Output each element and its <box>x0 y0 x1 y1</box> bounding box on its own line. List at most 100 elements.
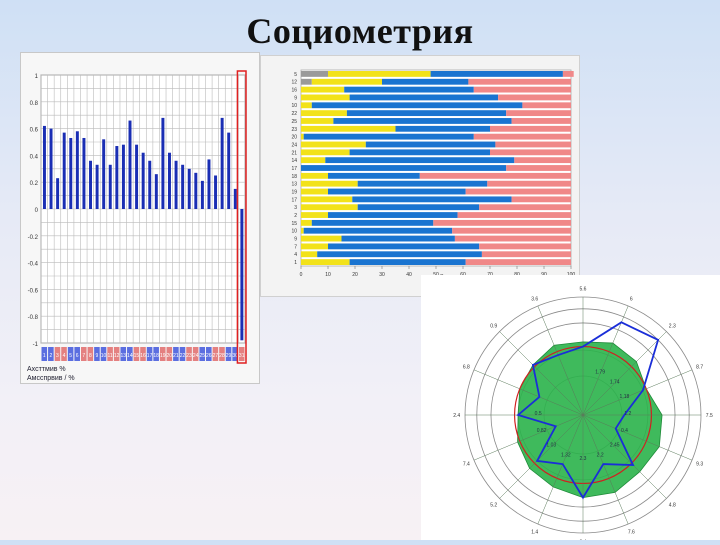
radar-blue-line <box>516 321 660 500</box>
stack-row-label: 3 <box>294 205 297 211</box>
hist-label-cell <box>179 347 186 361</box>
radar-axis-label: 2.3 <box>669 324 676 330</box>
radar-inner-label: 1.2 <box>624 411 631 417</box>
radar-inner-label: 2.45 <box>610 443 620 449</box>
stack-segment <box>344 86 474 93</box>
hist-label-cell <box>159 347 166 361</box>
stack-row-label: 19 <box>291 189 297 195</box>
stack-segment <box>349 94 499 101</box>
stack-segment <box>490 125 571 132</box>
stack-row-label: 15 <box>291 221 297 227</box>
radar-axis-label: 6.8 <box>463 365 470 371</box>
stack-segment <box>301 188 328 195</box>
radar-axis-label: 1.4 <box>531 530 538 536</box>
stack-segment <box>495 141 571 148</box>
hist-bar <box>89 160 92 209</box>
stack-segment <box>301 172 328 179</box>
stack-row-label: 18 <box>291 174 297 180</box>
hist-bar <box>240 209 244 341</box>
hist-y-tick: -0.4 <box>28 262 39 268</box>
radar-inner-label: 0.82 <box>537 428 547 434</box>
radar-inner-label: 0.5 <box>535 411 542 417</box>
hist-bottom-label: 8 <box>89 353 92 359</box>
hist-bar <box>148 160 152 209</box>
stack-row-label: 7 <box>294 244 297 250</box>
hist-label-cell <box>166 347 173 361</box>
hist-bar <box>214 175 218 209</box>
radar-inner-label: 2.2 <box>597 452 604 458</box>
stack-row-label: 16 <box>291 88 297 94</box>
stack-segment <box>349 259 466 265</box>
stack-segment <box>346 110 507 117</box>
stack-row-label: 9 <box>294 237 297 243</box>
hist-label-cell <box>54 347 61 361</box>
hist-bottom-label: 10 <box>101 353 107 359</box>
radar-spoke <box>582 414 693 461</box>
hist-bottom-label: 21 <box>173 353 179 359</box>
stack-segment <box>301 251 318 258</box>
stack-segment <box>328 172 420 179</box>
hist-y-tick: 0.4 <box>30 154 39 160</box>
hist-bottom-label: 20 <box>167 353 173 359</box>
radar-axis-label: 9.3 <box>696 461 703 467</box>
stack-row-label: 1 <box>294 260 297 266</box>
stack-segment <box>487 180 571 187</box>
hist-bottom-label: 25 <box>199 353 205 359</box>
stack-segment <box>511 118 571 124</box>
radar-spoke <box>499 414 584 499</box>
stack-segment <box>454 235 571 242</box>
stack-row-label: 17 <box>291 166 297 172</box>
stack-segment <box>514 157 571 164</box>
radar-axis-label: 5.6 <box>580 287 587 293</box>
stack-segment <box>395 125 490 132</box>
radar-inner-label: 1.03 <box>546 443 556 449</box>
stack-segment <box>301 71 328 77</box>
hist-bottom-label: 6 <box>76 353 79 359</box>
hist-label-cell <box>219 347 225 361</box>
stack-segment <box>311 78 382 85</box>
stack-x-tick: 10 <box>325 272 331 278</box>
hist-bar <box>102 139 106 209</box>
hist-bottom-label: 1 <box>43 353 46 359</box>
hist-label-cell <box>48 347 54 361</box>
hist-bottom-label: 15 <box>134 353 140 359</box>
radar-inner-label: 1.74 <box>610 379 620 385</box>
stack-segment <box>301 78 312 85</box>
stack-segment <box>349 149 490 156</box>
stack-segment <box>301 141 366 148</box>
stack-row-label: 13 <box>291 182 297 188</box>
radar-spoke <box>499 331 584 416</box>
hist-label-cell <box>212 347 219 361</box>
hist-bottom-label: 11 <box>107 353 112 359</box>
stack-segment <box>357 204 480 211</box>
stack-segment <box>433 219 571 226</box>
stack-row-label: 24 <box>291 142 297 148</box>
radar-axis-label: 8.7 <box>696 365 703 371</box>
stack-segment <box>365 141 496 148</box>
hist-bar <box>207 159 211 209</box>
hist-footer-line: Амсспрвив / % <box>27 375 75 382</box>
hist-footer-line: Ахсттмив % <box>27 366 66 373</box>
hist-bar <box>194 172 198 209</box>
stack-segment <box>301 110 347 117</box>
stack-segment <box>490 149 571 156</box>
radar-spoke <box>537 305 584 416</box>
hist-bar <box>168 152 171 209</box>
hist-label-cell <box>41 347 48 361</box>
stack-row-label: 25 <box>291 119 297 125</box>
stack-segment <box>301 219 312 226</box>
stack-segment <box>328 212 458 218</box>
stack-segment <box>511 196 571 203</box>
hist-bar <box>108 164 112 209</box>
hist-label-cell <box>199 347 206 361</box>
stack-segment <box>328 71 431 77</box>
stack-segment <box>301 212 328 218</box>
radar-inner-label: 1.18 <box>620 394 630 400</box>
hist-label-cell <box>127 347 133 361</box>
hist-bottom-label: 23 <box>186 353 192 359</box>
hist-bar <box>42 125 46 209</box>
hist-bottom-label: 27 <box>213 353 219 359</box>
hist-label-cell <box>153 347 159 361</box>
stack-segment <box>301 243 328 250</box>
hist-label-cell <box>67 347 74 361</box>
